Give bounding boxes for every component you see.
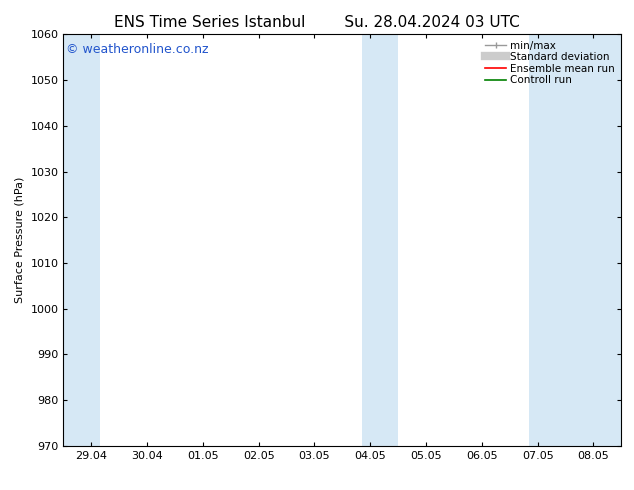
Legend: min/max, Standard deviation, Ensemble mean run, Controll run: min/max, Standard deviation, Ensemble me… (484, 40, 616, 86)
Y-axis label: Surface Pressure (hPa): Surface Pressure (hPa) (15, 177, 25, 303)
Bar (362, 34, 398, 446)
Text: © weatheronline.co.nz: © weatheronline.co.nz (66, 43, 209, 55)
Text: ENS Time Series Istanbul        Su. 28.04.2024 03 UTC: ENS Time Series Istanbul Su. 28.04.2024 … (114, 15, 520, 30)
Bar (63, 34, 100, 446)
Bar (529, 34, 621, 446)
